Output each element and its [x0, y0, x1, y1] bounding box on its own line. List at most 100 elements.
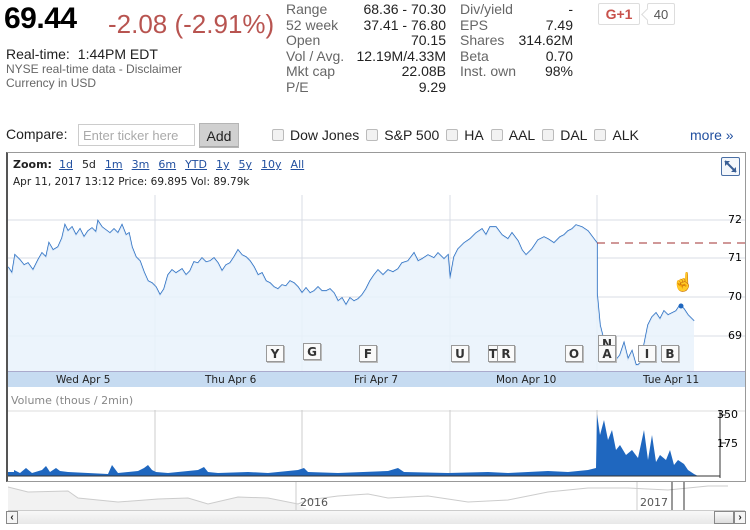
y-tick-72: 72: [728, 213, 742, 226]
stat-row: EPS 7.49: [460, 16, 573, 34]
stat-row: Open 70.15: [286, 32, 446, 49]
checkbox-label: S&P 500: [384, 127, 440, 143]
stats-left: Range 68.36 - 70.30 52 week 37.41 - 76.80 …: [286, 1, 446, 96]
expand-chart-icon[interactable]: [721, 157, 740, 176]
zoom-all[interactable]: All: [290, 158, 305, 171]
google-plus-button[interactable]: G+1: [598, 3, 640, 25]
zoom-6m[interactable]: 6m: [158, 158, 177, 171]
zoom-1y[interactable]: 1y: [216, 158, 230, 171]
checkbox[interactable]: [594, 129, 607, 141]
zoom-5y[interactable]: 5y: [238, 158, 253, 171]
stat-label: 52 week: [286, 16, 339, 33]
scroll-right-icon[interactable]: ›: [734, 511, 746, 524]
scroll-thumb[interactable]: [714, 511, 734, 524]
event-flag[interactable]: G: [303, 343, 321, 360]
event-flag[interactable]: A: [598, 345, 616, 362]
data-source-disclaimer[interactable]: NYSE real-time data - Disclaimer: [6, 62, 183, 76]
price-chart[interactable]: 72 71 70 69: [8, 195, 745, 373]
event-flag[interactable]: U: [451, 345, 469, 362]
compare-label: Compare:: [6, 126, 68, 142]
stock-price: 69.44: [4, 2, 77, 35]
checkbox-label: AAL: [508, 127, 536, 143]
date-label: Tue Apr 11: [643, 374, 700, 386]
stat-label: Shares: [460, 32, 505, 48]
stat-row: Mkt cap 22.08B: [286, 63, 446, 80]
compare-alk[interactable]: ALK: [594, 127, 639, 143]
compare-dow-jones[interactable]: Dow Jones: [272, 127, 359, 143]
event-flag[interactable]: B: [661, 345, 679, 362]
event-flag[interactable]: O: [565, 345, 583, 362]
add-compare-button[interactable]: Add: [199, 123, 239, 148]
compare-ha[interactable]: HA: [446, 127, 484, 143]
stat-label: Open: [286, 32, 321, 48]
checkbox-label: DAL: [560, 127, 588, 143]
price-change: -2.08 (-2.91%): [108, 9, 275, 39]
volume-label: Volume (thous / 2min): [11, 394, 134, 407]
more-compare-link[interactable]: more »: [690, 127, 734, 143]
volume-tick-350: 350: [717, 410, 738, 421]
zoom-ytd[interactable]: YTD: [185, 158, 207, 171]
chart-frame: [6, 152, 746, 482]
stat-label: EPS: [460, 16, 489, 33]
stat-value: 68.36 - 70.30: [363, 1, 446, 17]
stat-row: Shares 314.62M: [460, 32, 573, 49]
checkbox[interactable]: [490, 129, 503, 141]
hand-cursor-icon: ☝: [672, 272, 695, 292]
stat-value: 98%: [544, 63, 573, 79]
chart-scrollbar[interactable]: [8, 510, 745, 524]
event-flag[interactable]: F: [359, 345, 377, 362]
checkbox[interactable]: [366, 129, 379, 141]
checkbox[interactable]: [542, 129, 555, 141]
hover-point: [678, 303, 684, 309]
event-flag[interactable]: I: [638, 345, 656, 362]
navigator-label-2016: 2016: [300, 496, 328, 509]
checkbox[interactable]: [446, 129, 459, 141]
stat-value: 0.70: [545, 47, 573, 64]
zoom-1d[interactable]: 1d: [58, 158, 73, 171]
zoom-3m[interactable]: 3m: [131, 158, 150, 171]
date-label: Wed Apr 5: [56, 374, 111, 386]
stat-value: 9.29: [418, 78, 446, 95]
date-label: Fri Apr 7: [354, 374, 399, 386]
realtime-label: Real-time:: [6, 46, 70, 62]
compare-sp500[interactable]: S&P 500: [366, 127, 439, 143]
scroll-left-icon[interactable]: ‹: [6, 511, 18, 524]
zoom-1m[interactable]: 1m: [104, 158, 123, 171]
event-flag[interactable]: Y: [266, 345, 284, 362]
stat-label: P/E: [286, 78, 309, 95]
stat-row: Range 68.36 - 70.30: [286, 1, 446, 18]
zoom-5d[interactable]: 5d: [81, 158, 96, 171]
stat-label: Div/yield: [460, 1, 513, 17]
stat-label: Beta: [460, 47, 489, 64]
stats-right: Div/yield - EPS 7.49 Shares 314.62M Beta 0.7…: [460, 1, 573, 80]
checkbox-label: HA: [464, 127, 484, 143]
date-label: Mon Apr 10: [496, 374, 557, 386]
stat-value: 37.41 - 76.80: [363, 16, 446, 33]
y-tick-69: 69: [728, 329, 742, 342]
compare-aal[interactable]: AAL: [490, 127, 536, 143]
price-area: [8, 221, 694, 371]
stat-label: Vol / Avg.: [286, 47, 345, 64]
compare-dal[interactable]: DAL: [542, 127, 587, 143]
navigator[interactable]: 2016 2017: [8, 482, 745, 510]
checkbox[interactable]: [272, 129, 284, 141]
zoom-controls: Zoom: 1d 5d 1m 3m 6m YTD 1y 5y 10y All: [13, 158, 313, 171]
stat-row: 52 week 37.41 - 76.80: [286, 16, 446, 34]
y-tick-70: 70: [728, 290, 742, 303]
event-flag[interactable]: R: [497, 345, 515, 362]
zoom-10y[interactable]: 10y: [261, 158, 282, 171]
google-plus-count: 40: [647, 3, 675, 25]
stat-label: Inst. own: [460, 63, 517, 79]
stat-row: P/E 9.29: [286, 78, 446, 96]
volume-bars: [8, 414, 698, 476]
stat-value: -: [568, 1, 573, 17]
checkbox-label: ALK: [612, 127, 639, 143]
compare-ticker-input[interactable]: [78, 124, 195, 146]
realtime-line: Real-time: 1:44PM EDT: [6, 46, 158, 62]
compare-checkboxes: Dow Jones S&P 500 HA AAL DAL ALK: [272, 127, 646, 143]
stat-row: Inst. own 98%: [460, 63, 573, 80]
stat-label: Mkt cap: [286, 63, 336, 79]
zoom-label: Zoom:: [13, 158, 52, 171]
stat-label: Range: [286, 1, 328, 17]
stat-value: 314.62M: [518, 32, 573, 48]
